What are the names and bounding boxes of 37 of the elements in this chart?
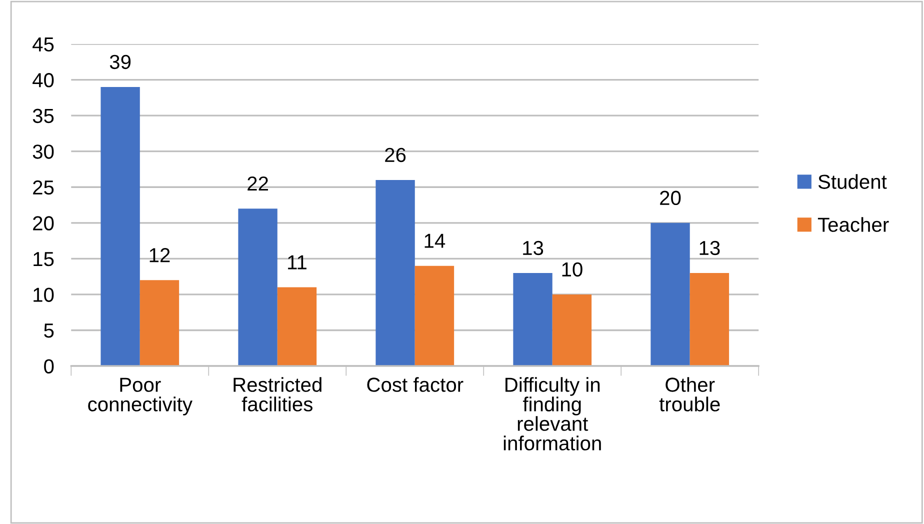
x-tick-label: Poor connectivity bbox=[88, 378, 192, 416]
y-tick-label: 25 bbox=[33, 180, 54, 195]
bar bbox=[238, 208, 278, 366]
x-tick-label: Difficulty in finding relevant information bbox=[504, 377, 601, 450]
bar bbox=[414, 266, 454, 366]
y-tick-label: 20 bbox=[33, 216, 54, 230]
bar bbox=[376, 180, 415, 366]
data-label: 20 bbox=[660, 190, 681, 206]
y-tick-label: 15 bbox=[34, 252, 54, 266]
data-label: 13 bbox=[700, 240, 720, 256]
y-tick-label: 5 bbox=[44, 324, 54, 338]
bar bbox=[690, 272, 730, 366]
y-tick-label: 0 bbox=[44, 359, 54, 374]
bar bbox=[650, 222, 690, 366]
x-tick-label: Restricted facilities bbox=[234, 377, 322, 412]
data-label: 10 bbox=[562, 262, 582, 277]
x-tick-label: Cost factor bbox=[367, 377, 464, 392]
bar bbox=[100, 86, 140, 366]
bar bbox=[140, 280, 180, 366]
bar bbox=[552, 294, 592, 366]
legend-label: Teacher bbox=[818, 217, 889, 232]
data-label: 12 bbox=[150, 248, 170, 262]
data-label: 22 bbox=[248, 176, 268, 191]
legend-label: Student bbox=[818, 174, 887, 189]
x-tick-label: Other trouble bbox=[659, 377, 720, 412]
y-tick-label: 40 bbox=[32, 73, 54, 88]
data-label: 11 bbox=[288, 255, 306, 270]
y-tick-label: 30 bbox=[32, 144, 54, 159]
y-tick-label: 35 bbox=[32, 108, 54, 124]
y-tick-label: 10 bbox=[34, 288, 54, 302]
data-label: 14 bbox=[424, 234, 446, 248]
bar bbox=[277, 287, 317, 366]
data-label: 26 bbox=[385, 148, 406, 162]
data-label: 13 bbox=[523, 240, 544, 256]
y-tick-label: 45 bbox=[32, 37, 54, 52]
data-label: 39 bbox=[110, 54, 131, 70]
bar bbox=[513, 272, 552, 366]
